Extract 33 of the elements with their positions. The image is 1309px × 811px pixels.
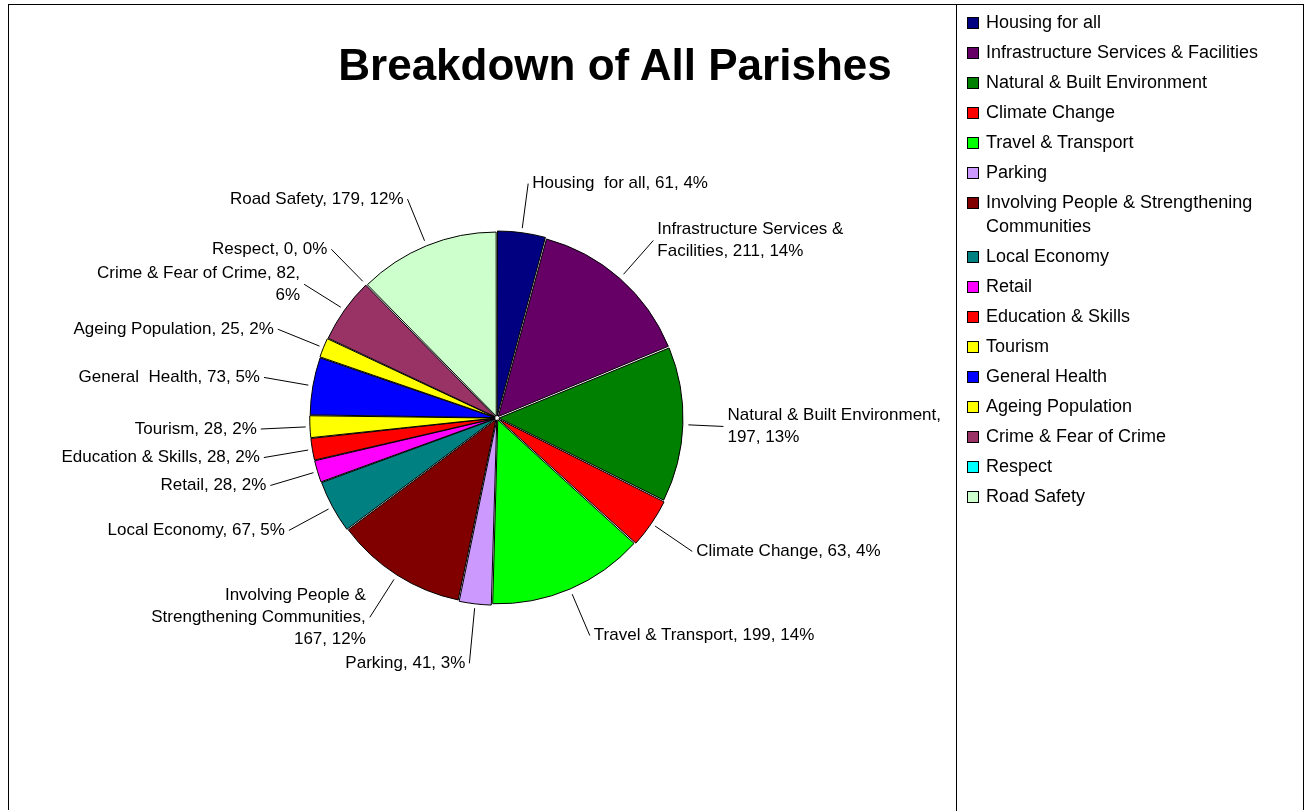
legend-label: Housing for all [986, 11, 1102, 34]
data-label: Housing for all, 61, 4% [532, 173, 708, 193]
data-label: General Health, 73, 5% [78, 367, 260, 387]
data-label: Local Economy, 67, 5% [107, 520, 285, 540]
data-label: Infrastructure Services & Facilities, 211, 14% [657, 219, 845, 261]
legend-label: Retail [986, 275, 1033, 298]
legend-label: Involving People & Strengthening Communities [986, 191, 1254, 238]
data-label: Parking, 41, 3% [345, 653, 466, 673]
legend-label: Climate Change [986, 101, 1116, 124]
legend-label: General Health [986, 365, 1108, 388]
data-label: Tourism, 28, 2% [134, 418, 257, 438]
legend-label: Infrastructure Services & Facilities [986, 41, 1259, 64]
data-label: Climate Change, 63, 4% [696, 541, 881, 561]
data-label: Road Safety, 179, 12% [229, 188, 404, 208]
text: Breakdown of All Parishes [337, 40, 893, 90]
data-label: Crime & Fear of Crime, 82, 6% [96, 262, 301, 304]
data-label: Involving People & Strengthening Communities, 167, 12% [151, 585, 367, 649]
legend-label: Respect [986, 455, 1053, 478]
legend-label: Parking [986, 161, 1048, 184]
data-label: Natural & Built Environment, 197, 13% [727, 405, 942, 447]
legend-label: Education & Skills [986, 305, 1131, 328]
legend-label: Crime & Fear of Crime [986, 425, 1167, 448]
data-label: Ageing Population, 25, 2% [73, 318, 274, 338]
legend-label: Ageing Population [986, 395, 1133, 418]
legend-label: Tourism [986, 335, 1050, 358]
data-label: Education & Skills, 28, 2% [61, 447, 260, 467]
legend-label: Natural & Built Environment [986, 71, 1208, 94]
legend-label: Local Economy [986, 245, 1110, 268]
legend-label: Road Safety [986, 485, 1086, 508]
text: Respect, 0, 0% [212, 238, 328, 258]
data-label: Travel & Transport, 199, 14% [593, 625, 815, 645]
legend-label: Travel & Transport [986, 131, 1134, 154]
data-label: Retail, 28, 2% [160, 475, 267, 495]
